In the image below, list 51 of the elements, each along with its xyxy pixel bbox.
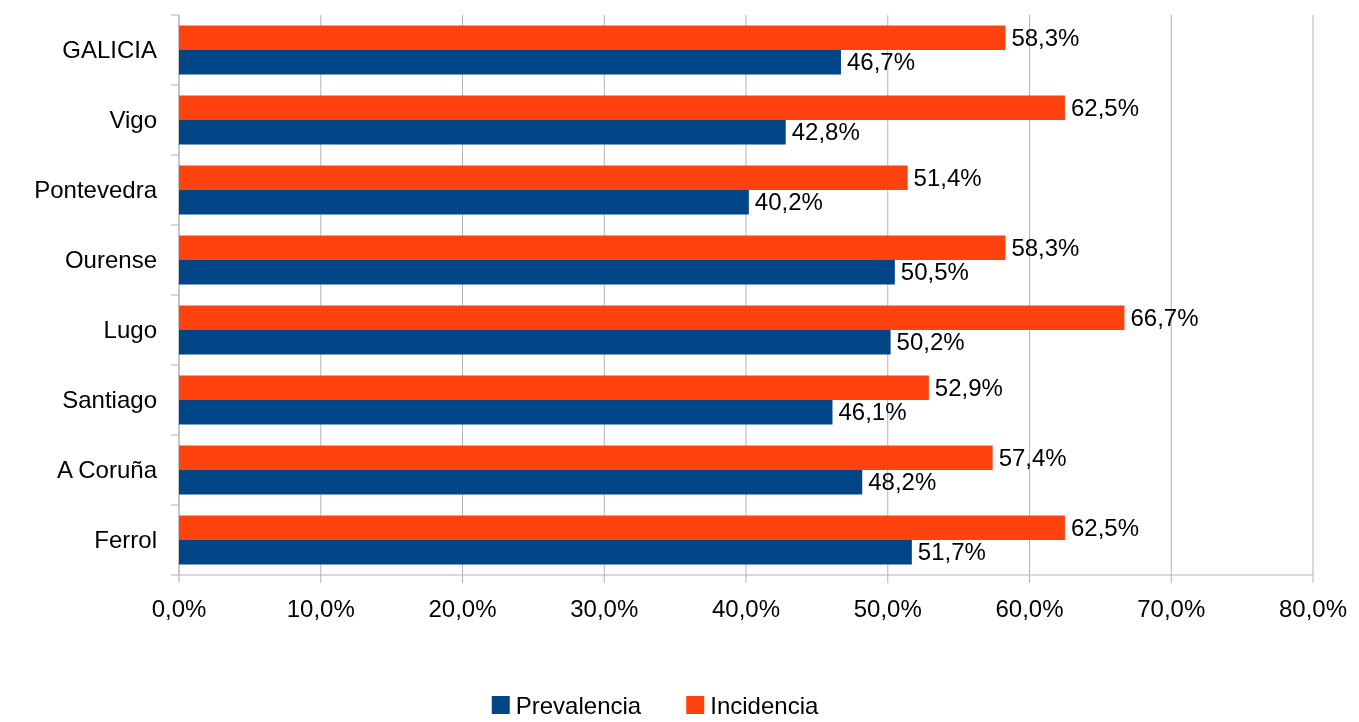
- data-label: 52,9%: [934, 373, 1003, 401]
- bar: [179, 330, 891, 355]
- data-label: 50,2%: [896, 328, 965, 356]
- bar: [179, 260, 895, 285]
- y-tick-label: Santiago: [62, 386, 157, 413]
- y-tick-label: Vigo: [109, 106, 157, 133]
- bar: [179, 305, 1125, 330]
- y-tick-label: Pontevedra: [34, 176, 158, 203]
- bar: [179, 235, 1006, 260]
- data-label: 48,2%: [868, 468, 937, 496]
- bar: [179, 445, 993, 470]
- y-tick-label: Ourense: [64, 246, 157, 273]
- data-label: 62,5%: [1070, 93, 1139, 121]
- data-label: 51,7%: [917, 538, 986, 566]
- bar: [179, 165, 908, 190]
- bar: [179, 540, 912, 565]
- x-tick-label: 80,0%: [1278, 595, 1348, 622]
- bar: [179, 50, 841, 75]
- bar: [179, 515, 1065, 540]
- data-label: 51,4%: [913, 163, 982, 191]
- bar: [179, 190, 749, 215]
- x-tick-label: 70,0%: [1137, 595, 1206, 622]
- x-tick-label: 0,0%: [151, 595, 207, 622]
- x-tick-label: 40,0%: [711, 595, 781, 622]
- data-label: 46,7%: [846, 48, 916, 76]
- bar: [179, 120, 786, 145]
- data-label: 46,1%: [838, 398, 907, 426]
- x-tick-label: 50,0%: [853, 595, 922, 622]
- y-tick-label: A Coruña: [56, 456, 158, 483]
- x-tick-label: 30,0%: [570, 595, 639, 622]
- data-label: 62,5%: [1070, 513, 1139, 541]
- data-label: 58,3%: [1011, 233, 1080, 261]
- x-tick-label: 20,0%: [428, 595, 497, 622]
- bar: [179, 400, 833, 425]
- bar: [179, 470, 863, 495]
- legend-label: Prevalencia: [515, 692, 642, 719]
- x-tick-label: 60,0%: [995, 595, 1064, 622]
- bar: [179, 25, 1006, 50]
- data-label: 57,4%: [998, 443, 1067, 471]
- legend-label: Incidencia: [710, 692, 819, 719]
- data-label: 50,5%: [900, 258, 969, 286]
- y-tick-label: Ferrol: [94, 526, 157, 553]
- y-tick-label: GALICIA: [62, 36, 157, 63]
- bar: [179, 95, 1065, 120]
- y-tick-label: Lugo: [103, 316, 157, 343]
- data-label: 42,8%: [791, 118, 860, 146]
- bar: [179, 375, 929, 400]
- data-label: 66,7%: [1130, 303, 1199, 331]
- data-label: 40,2%: [754, 188, 823, 216]
- x-tick-label: 10,0%: [286, 595, 355, 622]
- data-label: 58,3%: [1011, 23, 1080, 51]
